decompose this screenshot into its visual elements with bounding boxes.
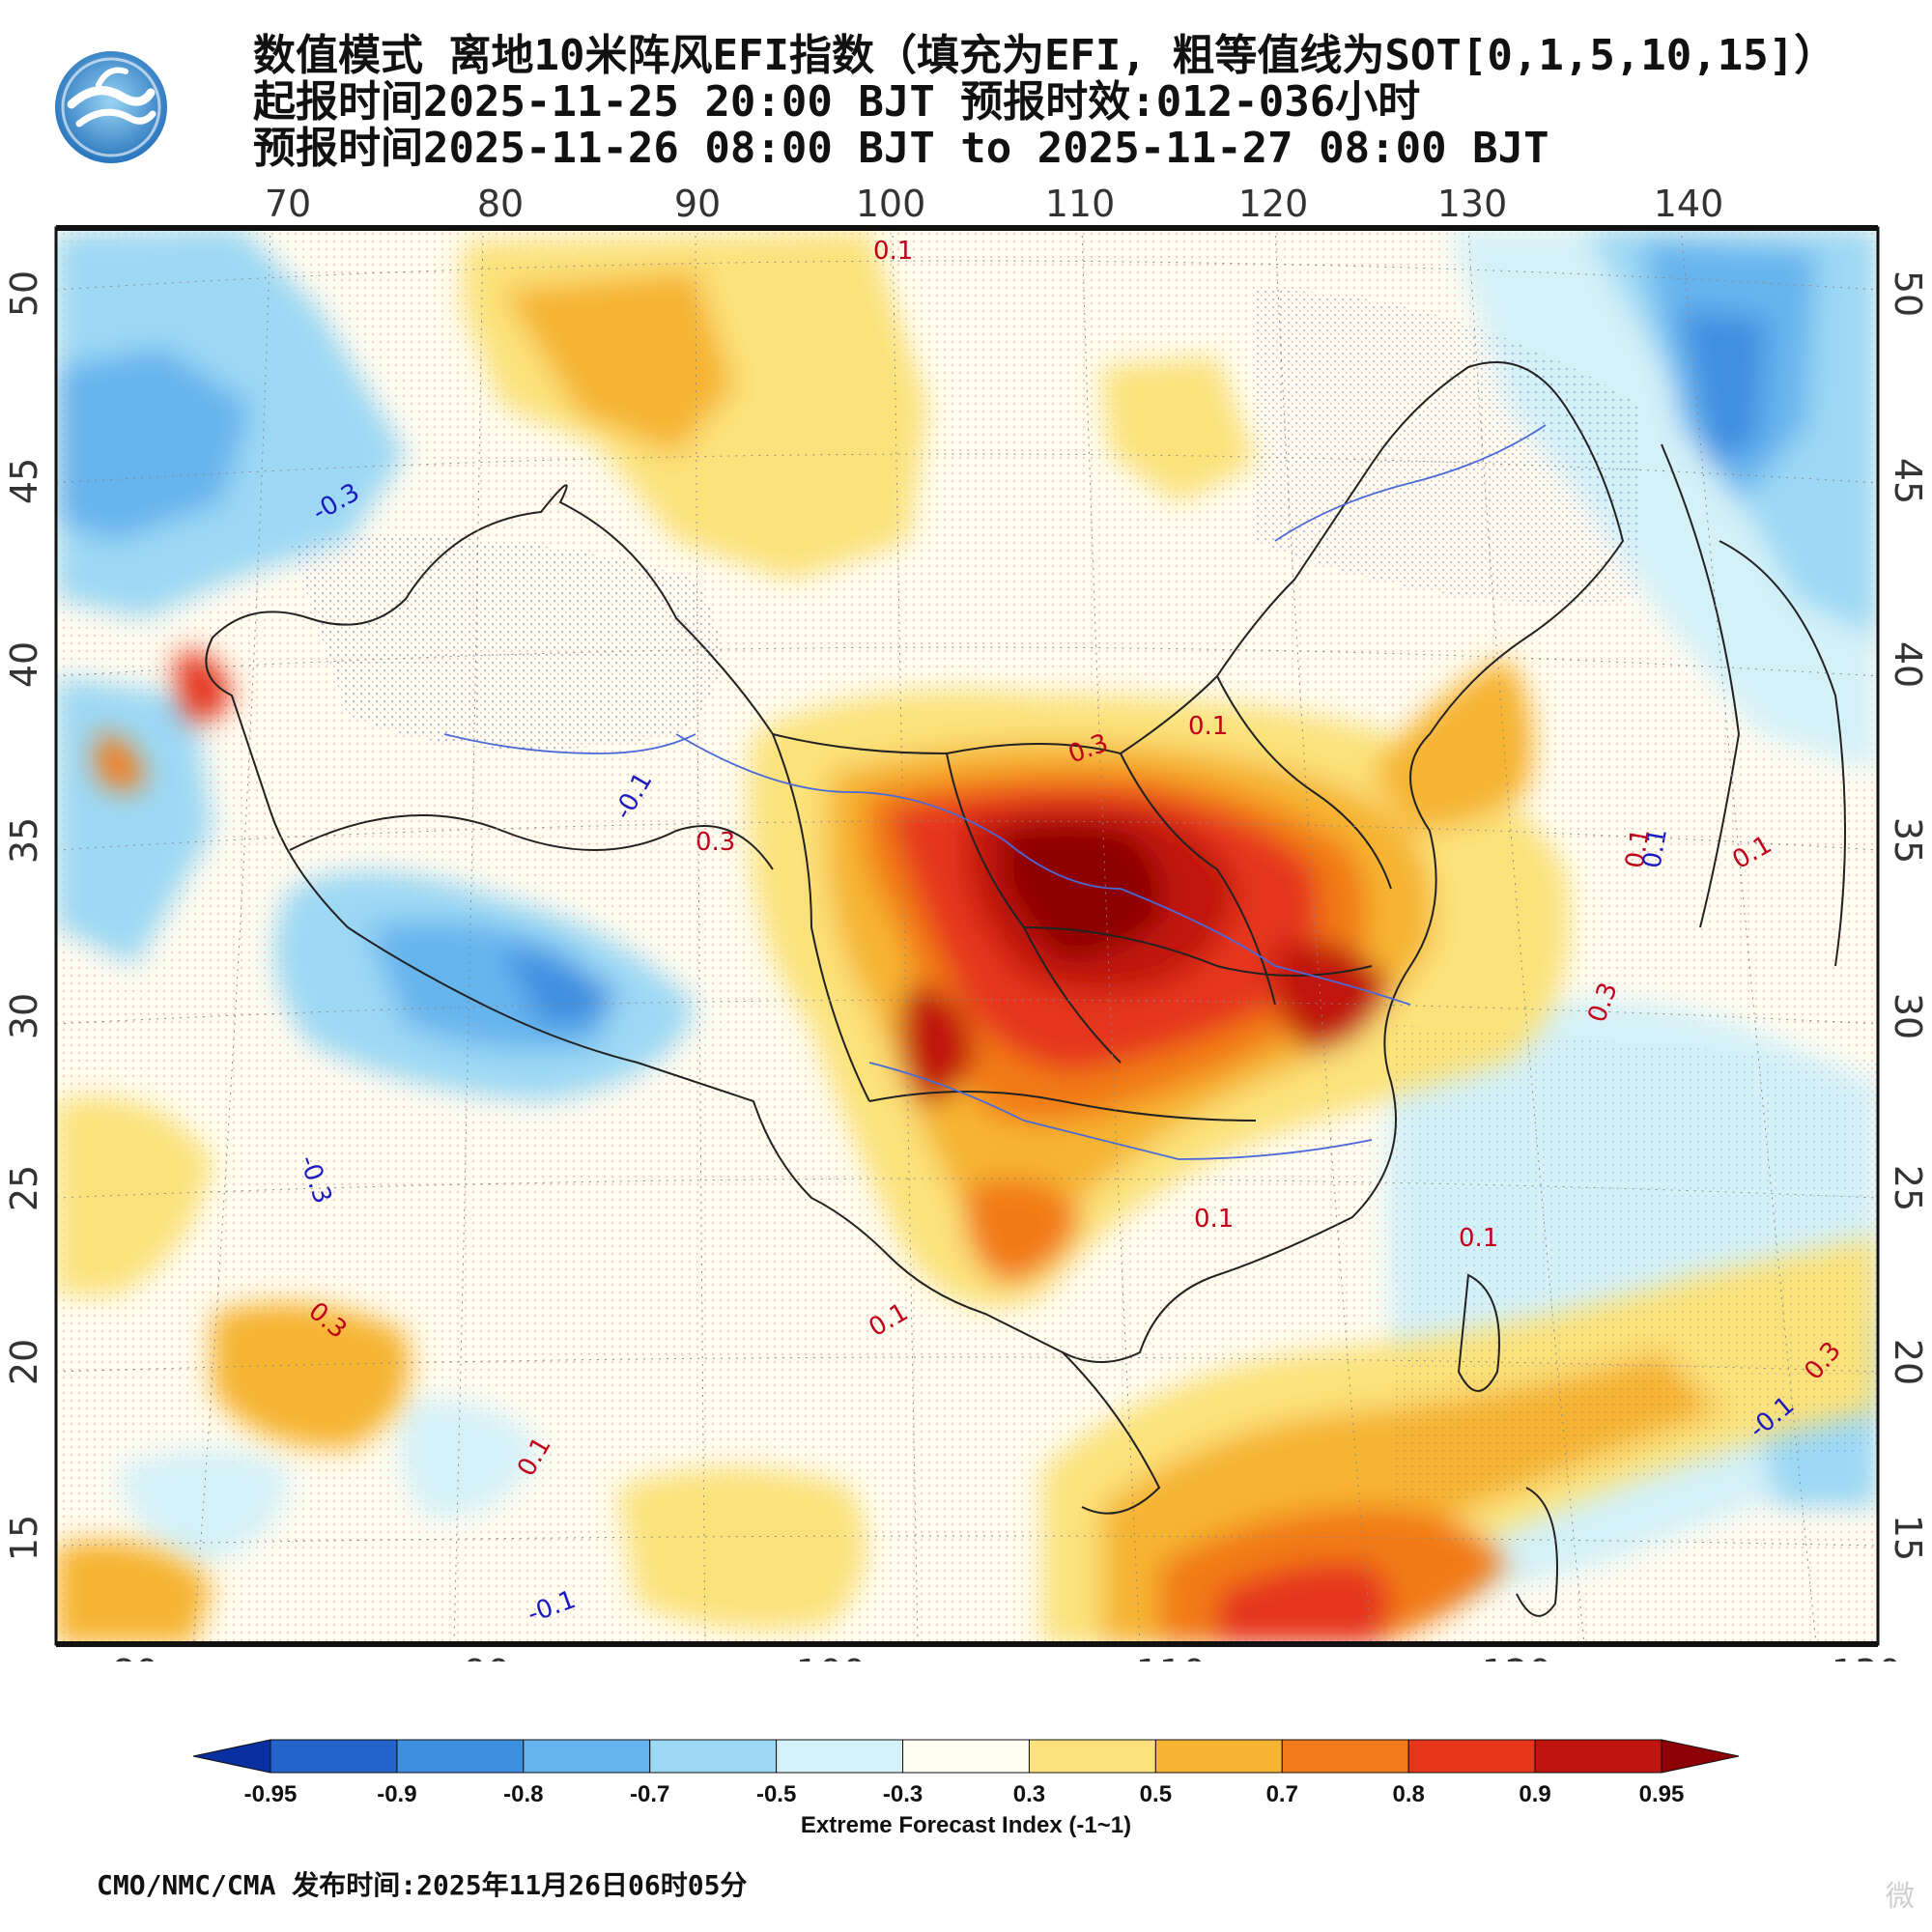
lat-label: 50 bbox=[3, 270, 45, 317]
left-lat-labels: 50 45 40 35 30 25 20 15 bbox=[3, 270, 45, 1561]
lat-label: 20 bbox=[1887, 1339, 1929, 1385]
colorbar-tick-label: -0.9 bbox=[377, 1781, 416, 1807]
map-fill: 0.1 -0.3 0.3 0.1 -0.1 0.3 0.1 0.1 0.1 0.… bbox=[56, 228, 1878, 1644]
lat-label: 50 bbox=[1887, 270, 1929, 317]
colorbar-block bbox=[902, 1739, 1030, 1774]
colorbar-tick-label: 0.95 bbox=[1639, 1781, 1685, 1807]
map-area: 0.1 -0.3 0.3 0.1 -0.1 0.3 0.1 0.1 0.1 0.… bbox=[3, 183, 1929, 1694]
colorbar-tick-label: -0.8 bbox=[503, 1781, 543, 1807]
lat-label: 25 bbox=[3, 1165, 45, 1211]
colorbar: -0.95 -0.9 -0.8 -0.7 -0.5 -0.3 0.3 0.5 0.7 0.8 0.9… bbox=[192, 1739, 1740, 1807]
colorbar-tick-label: -0.95 bbox=[244, 1781, 298, 1807]
colorbar-tick-label: 0.5 bbox=[1140, 1781, 1172, 1807]
lon-label: 130 bbox=[1437, 183, 1508, 225]
colorbar-title: Extreme Forecast Index (-1~1) bbox=[800, 1812, 1132, 1838]
colorbar-tick-label: 0.9 bbox=[1519, 1781, 1550, 1807]
title-line-2: 起报时间2025-11-25 20:00 BJT 预报时效:012-036小时 bbox=[253, 77, 1421, 127]
colorbar-block bbox=[776, 1739, 904, 1774]
colorbar-block bbox=[649, 1739, 778, 1774]
colorbar-block bbox=[1281, 1739, 1409, 1774]
contour-label: 0.1 bbox=[1194, 1205, 1234, 1234]
footer-publish-info: CMO/NMC/CMA 发布时间:2025年11月26日06时05分 bbox=[97, 1869, 748, 1901]
top-lon-labels: 70 80 90 100 110 120 130 140 bbox=[265, 183, 1723, 225]
lat-label: 40 bbox=[1887, 641, 1929, 688]
lat-label: 25 bbox=[1887, 1165, 1929, 1211]
colorbar-arrow-right bbox=[1661, 1739, 1740, 1774]
lon-label: 100 bbox=[856, 183, 926, 225]
positive-efi-regions bbox=[56, 232, 1878, 1644]
colorbar-block bbox=[523, 1739, 651, 1774]
colorbar-block bbox=[1534, 1739, 1662, 1774]
contour-label: 0.1 bbox=[1459, 1224, 1498, 1253]
borders bbox=[205, 361, 1846, 1617]
lat-label: 20 bbox=[3, 1339, 45, 1385]
lat-label: 45 bbox=[3, 458, 45, 504]
lat-label: 15 bbox=[3, 1515, 45, 1561]
colorbar-tick-label: -0.3 bbox=[883, 1781, 923, 1807]
efi-map: 0.1 -0.3 0.3 0.1 -0.1 0.3 0.1 0.1 0.1 0.… bbox=[3, 183, 1929, 1694]
lat-label: 15 bbox=[1887, 1515, 1929, 1561]
lon-label: 90 bbox=[674, 183, 721, 225]
colorbar-tick-label: 0.8 bbox=[1392, 1781, 1424, 1807]
colorbar-block bbox=[270, 1739, 398, 1774]
colorbar-block bbox=[1028, 1739, 1156, 1774]
lat-label: 30 bbox=[1887, 993, 1929, 1039]
colorbar-tick-label: 0.3 bbox=[1013, 1781, 1045, 1807]
lon-label: 90 bbox=[464, 1652, 510, 1662]
lon-label: 120 bbox=[1238, 183, 1309, 225]
lon-label: 100 bbox=[796, 1652, 867, 1662]
colorbar-block bbox=[1407, 1739, 1536, 1774]
colorbar-tick-label: -0.5 bbox=[756, 1781, 796, 1807]
lat-label: 30 bbox=[3, 993, 45, 1039]
contour-label: 0.1 bbox=[1637, 826, 1673, 870]
colorbar-block bbox=[1154, 1739, 1283, 1774]
lat-label: 35 bbox=[3, 817, 45, 864]
cma-logo bbox=[55, 51, 167, 163]
watermark: 微 bbox=[1886, 1881, 1915, 1913]
lon-label: 70 bbox=[265, 183, 311, 225]
lat-label: 40 bbox=[3, 641, 45, 688]
title-block: 数值模式 离地10米阵风EFI指数（填充为EFI, 粗等值线为SOT[0,1,5… bbox=[253, 33, 1895, 172]
contour-label: 0.3 bbox=[696, 828, 735, 857]
graticule bbox=[56, 228, 1878, 1644]
colorbar-tick-label: -0.7 bbox=[630, 1781, 669, 1807]
title-line-1: 数值模式 离地10米阵风EFI指数（填充为EFI, 粗等值线为SOT[0,1,5… bbox=[253, 31, 1837, 80]
lon-label: 120 bbox=[1482, 1652, 1552, 1662]
lon-label: 130 bbox=[1832, 1652, 1902, 1662]
lon-label: 80 bbox=[112, 1652, 158, 1662]
contour-label: 0.1 bbox=[1620, 826, 1656, 870]
rivers bbox=[443, 424, 1547, 1160]
lat-label: 35 bbox=[1887, 817, 1929, 864]
colorbar-arrow-left bbox=[192, 1739, 271, 1774]
contour-label: 0.1 bbox=[1188, 712, 1228, 741]
right-lat-labels: 50 45 40 35 30 25 20 15 bbox=[1887, 270, 1929, 1561]
lon-label: 110 bbox=[1136, 1652, 1207, 1662]
colorbar-tick-label: 0.7 bbox=[1266, 1781, 1298, 1807]
colorbar-block bbox=[396, 1739, 525, 1774]
lon-label: 140 bbox=[1654, 183, 1724, 225]
lon-label: 80 bbox=[477, 183, 524, 225]
title-line-3: 预报时间2025-11-26 08:00 BJT to 2025-11-27 0… bbox=[253, 124, 1549, 173]
lat-label: 45 bbox=[1887, 458, 1929, 504]
bottom-lon-labels: 80 90 100 110 120 130 bbox=[112, 1652, 1902, 1694]
lon-label: 110 bbox=[1045, 183, 1116, 225]
